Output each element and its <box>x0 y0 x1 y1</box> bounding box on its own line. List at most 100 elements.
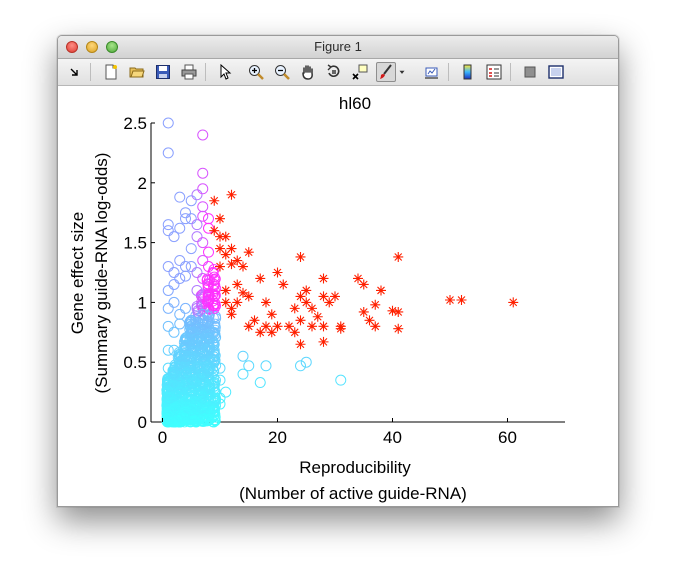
scatter-point <box>180 332 191 344</box>
scatter-point <box>203 261 214 273</box>
scatter-point <box>197 350 209 362</box>
asterisk-point <box>318 321 329 332</box>
asterisk-point <box>266 327 277 338</box>
scatter-point <box>162 117 174 129</box>
scatter-point <box>197 129 209 141</box>
scatter-point <box>197 210 209 222</box>
scatter-point <box>208 365 220 377</box>
asterisk-point <box>307 321 317 332</box>
asterisk-point <box>318 336 329 347</box>
scatter-point <box>197 308 209 320</box>
scatter-point <box>191 189 203 201</box>
scatter-point <box>243 360 255 372</box>
asterisk-point <box>393 306 404 317</box>
scatter-point <box>198 405 209 417</box>
pointer-icon[interactable] <box>215 62 235 82</box>
link-plot-icon[interactable] <box>422 62 442 82</box>
x-axis-label: Reproducibility <box>299 458 411 477</box>
scatter-point <box>209 279 221 291</box>
scatter-point <box>214 362 226 374</box>
scatter-point <box>209 324 221 336</box>
asterisk-point <box>215 243 225 254</box>
scatter-point <box>180 406 191 418</box>
y-tick-label: 1.5 <box>123 234 147 253</box>
asterisk-point <box>209 195 220 206</box>
x-axis-sublabel: (Number of active guide-RNA) <box>239 484 467 503</box>
window-title: Figure 1 <box>314 39 362 54</box>
legend-icon[interactable] <box>484 62 504 82</box>
asterisk-point <box>238 261 248 272</box>
print-icon[interactable] <box>179 62 199 82</box>
open-file-icon[interactable] <box>127 62 147 82</box>
pan-hand-icon[interactable] <box>298 62 318 82</box>
asterisk-point <box>243 247 254 258</box>
scatter-point <box>185 261 197 273</box>
brush-icon[interactable] <box>376 62 396 82</box>
y-axis-label: Gene effect size <box>68 212 87 335</box>
scatter-point <box>162 147 174 159</box>
asterisk-point <box>335 323 346 334</box>
asterisk-point <box>358 306 369 317</box>
scatter-point <box>208 338 220 350</box>
new-figure-icon[interactable] <box>101 62 121 82</box>
scatter-point <box>260 360 272 372</box>
axis-ticks: 0 20 40 60 0 0.5 1 1.5 2 2.5 <box>123 114 517 447</box>
zoom-out-icon[interactable] <box>272 62 292 82</box>
scatter-point <box>180 368 191 380</box>
colorbar-icon[interactable] <box>458 62 478 82</box>
scatter-point <box>203 294 215 306</box>
toolbar-separator <box>510 63 511 81</box>
asterisk-point <box>289 327 300 338</box>
y-tick-label: 2.5 <box>123 114 147 133</box>
dock-arrow-icon[interactable] <box>64 62 84 82</box>
scatter-point <box>204 381 216 393</box>
asterisk-point <box>272 267 283 278</box>
y-axis-sublabel: (Summary guide-RNA log-odds) <box>92 153 111 394</box>
asterisk-point <box>215 213 225 224</box>
close-window-button[interactable] <box>66 41 78 53</box>
scatter-point <box>174 255 186 267</box>
minimize-window-button[interactable] <box>86 41 98 53</box>
scatter-point <box>208 320 220 332</box>
scatter-point <box>191 362 203 374</box>
scatter-point <box>174 350 186 362</box>
title-bar[interactable]: Figure 1 <box>58 36 618 59</box>
asterisk-point <box>226 303 237 314</box>
toolbar-separator <box>448 63 449 81</box>
scatter-point <box>197 368 209 380</box>
asterisk-point <box>255 273 266 284</box>
asterisk-point <box>243 291 254 302</box>
scatter-point <box>202 414 214 426</box>
zoom-window-button[interactable] <box>106 41 118 53</box>
asterisk-point <box>238 287 248 298</box>
x-tick-label: 60 <box>498 428 517 447</box>
show-tools-icon[interactable] <box>546 62 566 82</box>
scatter-point <box>162 392 174 404</box>
zoom-in-icon[interactable] <box>246 62 266 82</box>
scatter-point <box>208 290 220 302</box>
scatter-point <box>197 167 209 179</box>
save-icon[interactable] <box>153 62 173 82</box>
scatter-point <box>185 314 197 326</box>
asterisk-point <box>307 303 317 314</box>
scatter-point <box>174 272 186 284</box>
asterisk-point <box>445 295 455 306</box>
scatter-point <box>203 332 214 344</box>
brush-dropdown-icon[interactable] <box>397 62 407 82</box>
asterisk-point <box>232 297 243 308</box>
asterisk-point <box>353 273 363 284</box>
hide-tools-icon[interactable] <box>520 62 540 82</box>
scatter-point <box>162 362 174 374</box>
rotate-3d-icon[interactable] <box>324 62 344 82</box>
scatter-point <box>185 213 197 225</box>
data-cursor-icon[interactable] <box>350 62 370 82</box>
scatter-point <box>191 398 203 410</box>
asterisk-point <box>220 297 231 308</box>
asterisk-point <box>289 303 300 314</box>
asterisk-point <box>249 315 260 326</box>
scatter-point <box>174 410 186 422</box>
scatter-point <box>162 410 174 422</box>
scatter-point <box>168 344 180 356</box>
scatter-point <box>185 326 197 338</box>
scatter-point <box>197 237 209 249</box>
